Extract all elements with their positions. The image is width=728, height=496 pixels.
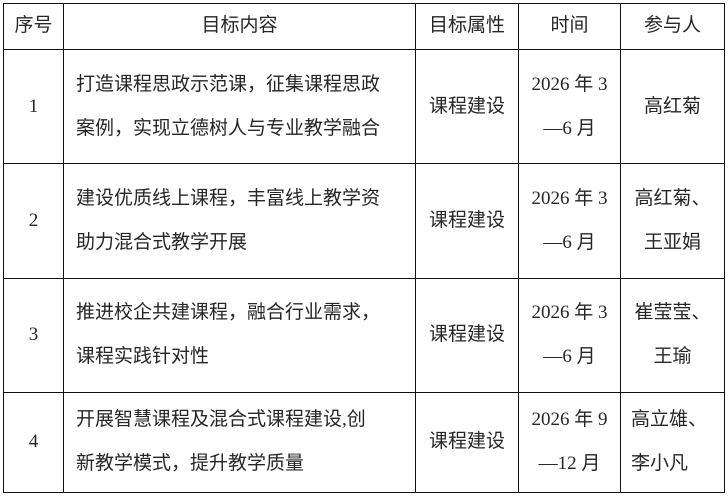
cell-participants: 高红菊、 王亚娟 bbox=[620, 163, 725, 279]
cell-content: 推进校企共建课程，融合行业需求， 课程实践针对性 bbox=[63, 277, 416, 393]
col-header-participants: 参与人 bbox=[620, 3, 725, 50]
table-row: 4 开展智慧课程及混合式课程建设,创 新教学模式，提升教学质量 课程建设 202… bbox=[3, 391, 725, 494]
cell-no: 4 bbox=[3, 391, 64, 494]
header-row: 序号 目标内容 目标属性 时间 参与人 bbox=[3, 3, 725, 50]
col-header-content: 目标内容 bbox=[63, 3, 416, 50]
col-header-no: 序号 bbox=[3, 3, 64, 50]
cell-attribute: 课程建设 bbox=[415, 277, 519, 393]
cell-no: 1 bbox=[3, 48, 64, 165]
cell-attribute: 课程建设 bbox=[415, 391, 519, 494]
cell-participants: 崔莹莹、 王瑜 bbox=[620, 277, 725, 393]
cell-content: 建设优质线上课程，丰富线上教学资 助力混合式教学开展 bbox=[63, 163, 416, 279]
cell-participants: 高红菊 bbox=[620, 48, 725, 165]
cell-content: 打造课程思政示范课，征集课程思政 案例，实现立德树人与专业教学融合 bbox=[63, 48, 416, 165]
col-header-attribute: 目标属性 bbox=[415, 3, 519, 50]
cell-no: 3 bbox=[3, 277, 64, 393]
cell-attribute: 课程建设 bbox=[415, 163, 519, 279]
goals-table: 序号 目标内容 目标属性 时间 参与人 1 打造课程思政示范课，征集课程思政 案… bbox=[3, 3, 725, 494]
table-row: 1 打造课程思政示范课，征集课程思政 案例，实现立德树人与专业教学融合 课程建设… bbox=[3, 48, 725, 165]
cell-time: 2026 年 9 —12 月 bbox=[518, 391, 621, 494]
table-row: 3 推进校企共建课程，融合行业需求， 课程实践针对性 课程建设 2026 年 3… bbox=[3, 277, 725, 393]
cell-participants: 高立雄、 李小凡 bbox=[620, 391, 725, 494]
cell-no: 2 bbox=[3, 163, 64, 279]
col-header-time: 时间 bbox=[518, 3, 621, 50]
cell-time: 2026 年 3 —6 月 bbox=[518, 48, 621, 165]
cell-time: 2026 年 3 —6 月 bbox=[518, 277, 621, 393]
table-row: 2 建设优质线上课程，丰富线上教学资 助力混合式教学开展 课程建设 2026 年… bbox=[3, 163, 725, 279]
cell-content: 开展智慧课程及混合式课程建设,创 新教学模式，提升教学质量 bbox=[63, 391, 416, 494]
cell-attribute: 课程建设 bbox=[415, 48, 519, 165]
cell-time: 2026 年 3 —6 月 bbox=[518, 163, 621, 279]
